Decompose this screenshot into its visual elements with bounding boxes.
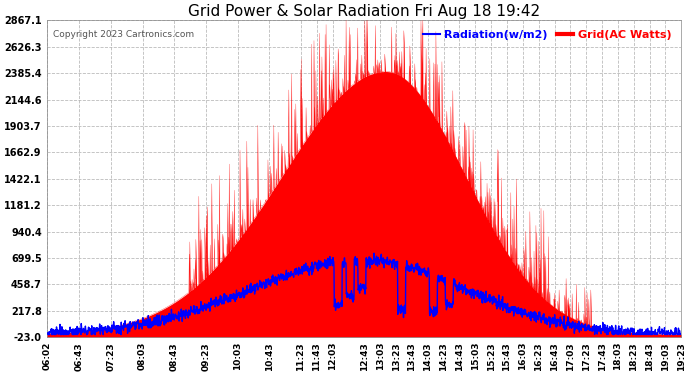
Text: Copyright 2023 Cartronics.com: Copyright 2023 Cartronics.com	[53, 30, 194, 39]
Legend: Radiation(w/m2), Grid(AC Watts): Radiation(w/m2), Grid(AC Watts)	[419, 26, 676, 45]
Title: Grid Power & Solar Radiation Fri Aug 18 19:42: Grid Power & Solar Radiation Fri Aug 18 …	[188, 4, 540, 19]
